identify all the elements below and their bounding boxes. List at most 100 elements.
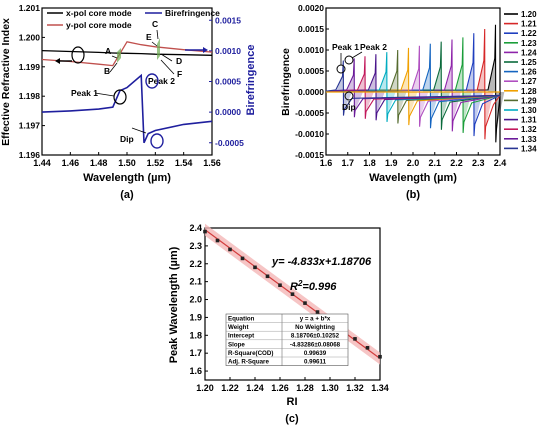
annotation-label: A — [105, 46, 111, 56]
x-tick-label: 1.46 — [62, 158, 80, 168]
data-point — [240, 256, 245, 261]
annotation-arrow — [351, 51, 363, 59]
x-tick-label: 1.8 — [363, 158, 376, 168]
highlight-circle — [113, 89, 127, 105]
y-tick-label: 2.3 — [189, 241, 202, 251]
r2-symbol: R — [290, 281, 298, 293]
series-fill-1.33 — [346, 58, 363, 118]
x-tick-label: 1.30 — [321, 383, 339, 393]
axis-pointer-arrowhead — [55, 58, 60, 64]
y-tick-label: 1.200 — [19, 32, 41, 42]
series-line-1.31 — [325, 54, 501, 121]
x-tick-label: 2.0 — [407, 158, 420, 168]
legend-label: 1.33 — [521, 135, 537, 144]
series-line-1.27 — [325, 45, 501, 127]
y-tick-label: 2.1 — [189, 277, 202, 287]
y-tick-label: 1.199 — [19, 62, 41, 72]
y-tick-label: 1.7 — [189, 348, 202, 358]
x-tick-label: 1.7 — [341, 158, 354, 168]
y-tick-label: 0.0005 — [298, 66, 324, 76]
x-tick-label: 2.3 — [472, 158, 485, 168]
series-line-1.23 — [325, 37, 501, 133]
r2-text: R2=0.996 — [290, 279, 337, 293]
plot-frame — [204, 227, 381, 381]
legend-label: 1.25 — [521, 58, 537, 67]
stats-table-key: Intercept — [228, 333, 254, 340]
coupling-highlight — [117, 48, 121, 63]
legend-label: 1.28 — [521, 87, 537, 96]
r2-superscript: 2 — [297, 279, 303, 288]
series-line-1.32 — [325, 56, 501, 119]
stats-table-value: 0.99639 — [304, 350, 327, 357]
data-point — [265, 274, 270, 279]
series-line-1 — [41, 49, 213, 56]
annotation-label: Dip — [342, 102, 356, 112]
y-tick-label: 0.0015 — [298, 24, 324, 34]
data-point — [315, 310, 320, 314]
series-line-3 — [41, 73, 213, 144]
annotation-label: C — [152, 19, 158, 29]
y2-tick-label: -0.0005 — [215, 138, 244, 148]
x-tick-label: 1.44 — [33, 158, 51, 168]
x-tick-label: 1.20 — [196, 383, 214, 393]
series-line-1.21 — [325, 28, 501, 140]
x-axis-label: Wavelength (µm) — [369, 172, 457, 184]
annotation-arrow — [151, 41, 158, 47]
legend-label: x-pol core mode — [66, 8, 132, 18]
data-point — [253, 265, 257, 270]
y-tick-label: 2.2 — [189, 259, 202, 269]
legend-label: 1.26 — [521, 68, 537, 77]
legend-label: 1.32 — [521, 125, 537, 134]
series-fill-1.28 — [401, 47, 418, 126]
annotation-label: D — [176, 56, 182, 66]
panel-b: 1.6 1.7 1.8 1.9 2.0 2.1 2.2 2.3 2.4 -0.0015 -0.001… — [280, 3, 537, 201]
annotation-label: F — [177, 69, 182, 79]
legend-label: 1.31 — [521, 116, 537, 125]
y-tick-label: -0.0015 — [295, 150, 324, 160]
x-tick-label: 1.6 — [320, 158, 333, 168]
x-tick-label: 1.28 — [296, 383, 314, 393]
series-fill-1.30 — [379, 52, 396, 122]
stats-table-key: Adj. R-Square — [228, 359, 269, 366]
data-point — [378, 354, 382, 359]
stats-table-value: No Weighting — [295, 324, 335, 331]
legend-label: 1.22 — [521, 29, 537, 38]
y-tick-label: 1.8 — [189, 330, 202, 340]
highlight-circle — [71, 46, 85, 64]
annotation-arrow — [160, 53, 173, 62]
data-point — [278, 283, 282, 288]
stats-table-value: -4.83286±0.08068 — [290, 341, 341, 348]
data-point — [365, 346, 370, 350]
series-fill-1.21 — [477, 29, 494, 140]
x-tick-label: 1.24 — [246, 383, 264, 393]
legend-label: 1.29 — [521, 96, 537, 105]
stats-table-key: Equation — [228, 316, 255, 323]
x-tick-label: 1.48 — [90, 158, 108, 168]
data-point — [215, 238, 220, 243]
series-line-1.29 — [325, 49, 501, 124]
x-tick-label: 2.2 — [450, 158, 463, 168]
panel-label: (c) — [285, 413, 299, 425]
x-tick-label: 1.52 — [147, 158, 165, 168]
legend-label: 1.24 — [521, 48, 537, 57]
y2-tick-label: 0.0015 — [215, 15, 241, 25]
x-tick-label: 1.9 — [385, 158, 398, 168]
legend-label: 1.30 — [521, 106, 537, 115]
data-point — [353, 337, 357, 341]
x-tick-label: 1.50 — [118, 158, 136, 168]
annotation-label: E — [146, 32, 152, 42]
series-line-1.25 — [325, 41, 501, 130]
series-line-1.20 — [325, 24, 501, 143]
series-line-1.33 — [325, 58, 501, 118]
annotation-arrow — [111, 55, 118, 59]
legend-label: 1.21 — [521, 20, 537, 29]
x-tick-label: 1.26 — [271, 383, 289, 393]
y2-tick-label: 0.0010 — [215, 46, 241, 56]
data-point — [303, 301, 307, 305]
legend-label: y-pol core mode — [66, 20, 132, 30]
annotation-label: Peak 2 — [148, 76, 175, 86]
annotation-arrow — [131, 127, 147, 134]
data-point — [203, 229, 207, 234]
y-tick-label: -0.0010 — [295, 129, 324, 139]
y-tick-label: 1.196 — [19, 150, 41, 160]
